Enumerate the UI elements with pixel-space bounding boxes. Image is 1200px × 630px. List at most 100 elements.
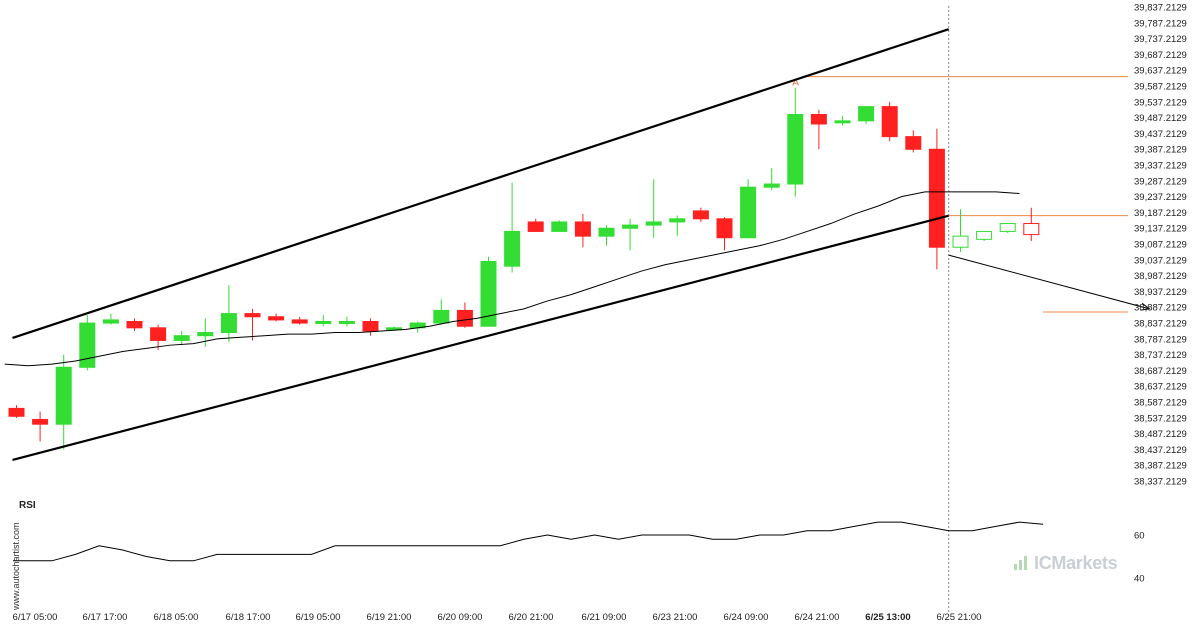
candle (763, 168, 780, 191)
candle-body (504, 230, 521, 267)
watermark-text: www.autochartist.com (11, 522, 21, 610)
time-tick-label: 6/19 21:00 (367, 612, 412, 623)
time-tick-label: 6/18 05:00 (154, 612, 199, 623)
watermark: www.autochartist.com (9, 510, 25, 610)
candle (8, 405, 25, 418)
brand-logo: ICMarkets (1012, 551, 1118, 575)
pattern-marker-label: A (792, 78, 799, 89)
price-tick-label: 39,837.2129 (1134, 3, 1187, 14)
candle-body (32, 418, 49, 425)
candle (622, 218, 639, 251)
candle-body (150, 327, 167, 341)
candle-body (763, 183, 780, 188)
candle-body (456, 309, 473, 327)
candle (150, 324, 167, 350)
candle (244, 308, 261, 341)
price-tick-label: 38,487.2129 (1134, 429, 1187, 440)
price-tick-label: 38,987.2129 (1134, 271, 1187, 282)
candle (905, 130, 922, 153)
candle (1023, 207, 1040, 241)
candle (551, 220, 568, 232)
candle (291, 316, 308, 325)
channel-lower-line (12, 214, 949, 461)
price-tick-label: 39,087.2129 (1134, 240, 1187, 251)
price-tick-label: 39,787.2129 (1134, 18, 1187, 29)
price-tick-label: 39,687.2129 (1134, 50, 1187, 61)
price-tick-label: 38,337.2129 (1134, 477, 1187, 488)
price-tick-label: 38,887.2129 (1134, 303, 1187, 314)
time-tick-label: 6/18 17:00 (226, 612, 271, 623)
candle (574, 214, 591, 248)
candle (456, 302, 473, 328)
candle (315, 315, 332, 327)
candle (527, 218, 544, 232)
candle (598, 225, 615, 246)
candle-body (268, 316, 285, 321)
candle (976, 230, 993, 241)
candle-body (244, 313, 261, 318)
projection-arrow (948, 254, 1151, 311)
candle-body (881, 106, 898, 138)
candle-body (716, 218, 733, 239)
price-tick-label: 38,587.2129 (1134, 398, 1187, 409)
time-tick-label: 6/17 17:00 (83, 612, 128, 623)
price-tick-label: 39,537.2129 (1134, 97, 1187, 108)
candle (928, 128, 945, 270)
candle-body (315, 320, 332, 324)
candle-body (952, 235, 969, 248)
candle (692, 207, 709, 222)
time-tick-label: 6/25 21:00 (937, 612, 982, 623)
time-tick-label: 6/24 09:00 (724, 612, 769, 623)
price-tick-label: 38,537.2129 (1134, 413, 1187, 424)
candle (787, 87, 804, 197)
candle-body (480, 260, 497, 327)
candle (197, 318, 214, 347)
candle-body (622, 224, 639, 229)
candle (834, 116, 851, 126)
candle (268, 313, 285, 322)
candle (999, 223, 1016, 234)
moving-average-line (4, 191, 1020, 367)
time-tick-label: 6/19 05:00 (296, 612, 341, 623)
candle (716, 217, 733, 251)
rsi-line (13, 521, 1044, 562)
candle-body (834, 120, 851, 124)
price-axis: 39,837.2129 39,787.2129 39,737.2129 39,687.… (1134, 3, 1187, 488)
candle (504, 182, 521, 273)
price-tick-label: 39,237.2129 (1134, 192, 1187, 203)
candle-body (102, 319, 119, 324)
projection-line (948, 254, 1150, 310)
candle (669, 215, 686, 237)
candle-body (197, 332, 214, 337)
candle (220, 285, 237, 343)
candle-body (79, 322, 96, 368)
candle-body (55, 366, 72, 425)
time-tick-label: 6/23 21:00 (653, 612, 698, 623)
price-tick-label: 39,037.2129 (1134, 255, 1187, 266)
candle (338, 316, 355, 327)
candle (480, 256, 497, 327)
rsi-label: RSI (19, 500, 36, 511)
time-tick-label: 6/20 21:00 (509, 612, 554, 623)
candle-body (574, 221, 591, 237)
candle-body (976, 230, 993, 240)
price-tick-label: 39,137.2129 (1134, 224, 1187, 235)
time-tick-label: 6/25 13:00 (865, 612, 910, 623)
price-tick-label: 38,637.2129 (1134, 382, 1187, 393)
candle-body (905, 136, 922, 150)
rsi-panel: RSI 60 40 (13, 500, 1145, 585)
candle (858, 106, 875, 124)
candle (126, 318, 143, 331)
price-tick-label: 39,337.2129 (1134, 161, 1187, 172)
candle-body (692, 210, 709, 220)
candle-body (433, 309, 450, 324)
candle-body (1023, 223, 1040, 236)
candle-body (669, 218, 686, 223)
candle (645, 179, 662, 238)
candle (173, 330, 190, 346)
candle-body (220, 313, 237, 334)
time-tick-label: 6/21 09:00 (582, 612, 627, 623)
candle-body (338, 320, 355, 324)
price-tick-label: 38,437.2129 (1134, 445, 1187, 456)
